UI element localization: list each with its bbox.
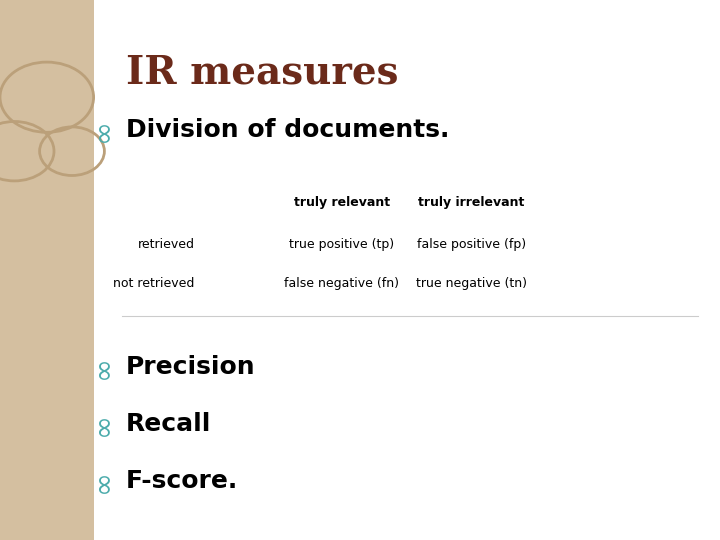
Text: truly relevant: truly relevant	[294, 196, 390, 209]
Text: ∞: ∞	[89, 469, 116, 492]
Text: Precision: Precision	[126, 355, 256, 379]
Text: retrieved: retrieved	[138, 238, 194, 251]
Text: ∞: ∞	[89, 118, 116, 141]
Text: Division of documents.: Division of documents.	[126, 118, 449, 141]
Text: IR measures: IR measures	[126, 54, 398, 92]
Text: not retrieved: not retrieved	[113, 277, 194, 290]
FancyBboxPatch shape	[0, 0, 94, 540]
Text: F-score.: F-score.	[126, 469, 238, 492]
Text: truly irrelevant: truly irrelevant	[418, 196, 525, 209]
Text: false positive (fp): false positive (fp)	[417, 238, 526, 251]
Text: false negative (fn): false negative (fn)	[284, 277, 400, 290]
Text: true negative (tn): true negative (tn)	[416, 277, 527, 290]
Text: Recall: Recall	[126, 412, 212, 436]
Text: ∞: ∞	[89, 355, 116, 379]
Text: true positive (tp): true positive (tp)	[289, 238, 395, 251]
Text: ∞: ∞	[89, 412, 116, 436]
